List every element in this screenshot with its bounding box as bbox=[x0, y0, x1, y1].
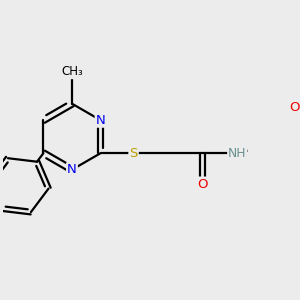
Text: S: S bbox=[129, 147, 138, 160]
Text: CH₃: CH₃ bbox=[61, 65, 83, 78]
Text: NH: NH bbox=[228, 147, 247, 160]
Text: O: O bbox=[197, 178, 208, 190]
Text: N: N bbox=[67, 163, 77, 176]
Text: O: O bbox=[289, 101, 300, 114]
Text: N: N bbox=[96, 114, 105, 127]
